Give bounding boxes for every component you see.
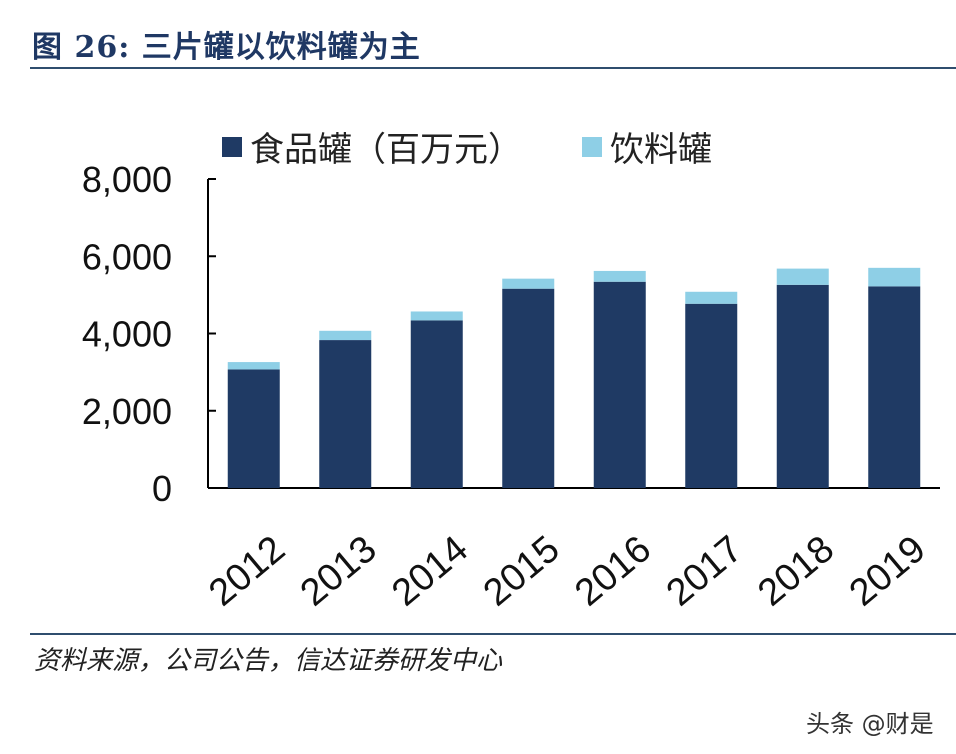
y-tick-label: 4,000 bbox=[82, 314, 172, 355]
bar-beverage-2014 bbox=[410, 311, 463, 321]
x-tick-label: 2013 bbox=[293, 528, 385, 615]
bar-food-2014 bbox=[410, 320, 463, 488]
y-tick-label: 2,000 bbox=[82, 391, 172, 432]
y-tick-label: 0 bbox=[152, 468, 172, 509]
bar-food-2018 bbox=[776, 284, 829, 488]
legend-item-food-cans: 食品罐（百万元） bbox=[222, 122, 522, 171]
x-tick-label: 2019 bbox=[842, 528, 934, 615]
x-tick-label: 2014 bbox=[384, 528, 476, 615]
legend-item-beverage-cans: 饮料罐 bbox=[582, 122, 712, 171]
x-tick-label: 2017 bbox=[659, 528, 751, 615]
bar-beverage-2017 bbox=[685, 291, 738, 304]
bar-beverage-2012 bbox=[227, 362, 280, 370]
x-tick-label: 2016 bbox=[567, 528, 659, 615]
bar-food-2019 bbox=[868, 286, 921, 488]
watermark: 头条 @财是 bbox=[806, 710, 934, 738]
legend-label-food: 食品罐（百万元） bbox=[250, 130, 522, 170]
legend-label-beverage: 饮料罐 bbox=[610, 130, 712, 170]
title-divider bbox=[30, 67, 956, 69]
legend: 食品罐（百万元） 饮料罐 bbox=[222, 122, 772, 171]
bar-beverage-2013 bbox=[319, 330, 372, 341]
x-tick-label: 2015 bbox=[476, 528, 568, 615]
source-divider bbox=[30, 633, 956, 635]
bar-food-2015 bbox=[502, 288, 555, 488]
bar-food-2013 bbox=[319, 340, 372, 488]
bar-beverage-2016 bbox=[593, 270, 646, 282]
legend-swatch-food bbox=[222, 136, 242, 157]
bar-food-2017 bbox=[685, 303, 738, 488]
bar-food-2016 bbox=[593, 281, 646, 488]
bar-food-2012 bbox=[227, 369, 280, 488]
legend-swatch-beverage bbox=[582, 136, 602, 157]
y-tick-label: 8,000 bbox=[82, 159, 172, 200]
y-tick-label: 6,000 bbox=[82, 236, 172, 277]
bar-beverage-2015 bbox=[502, 278, 555, 289]
source-note: 资料来源，公司公告，信达证券研发中心 bbox=[34, 646, 503, 676]
bar-beverage-2019 bbox=[868, 267, 921, 287]
x-tick-label: 2018 bbox=[750, 528, 842, 615]
figure-title: 图 26: 三片罐以饮料罐为主 bbox=[32, 30, 421, 65]
x-tick-label: 2012 bbox=[201, 528, 293, 615]
bar-beverage-2018 bbox=[776, 268, 829, 285]
